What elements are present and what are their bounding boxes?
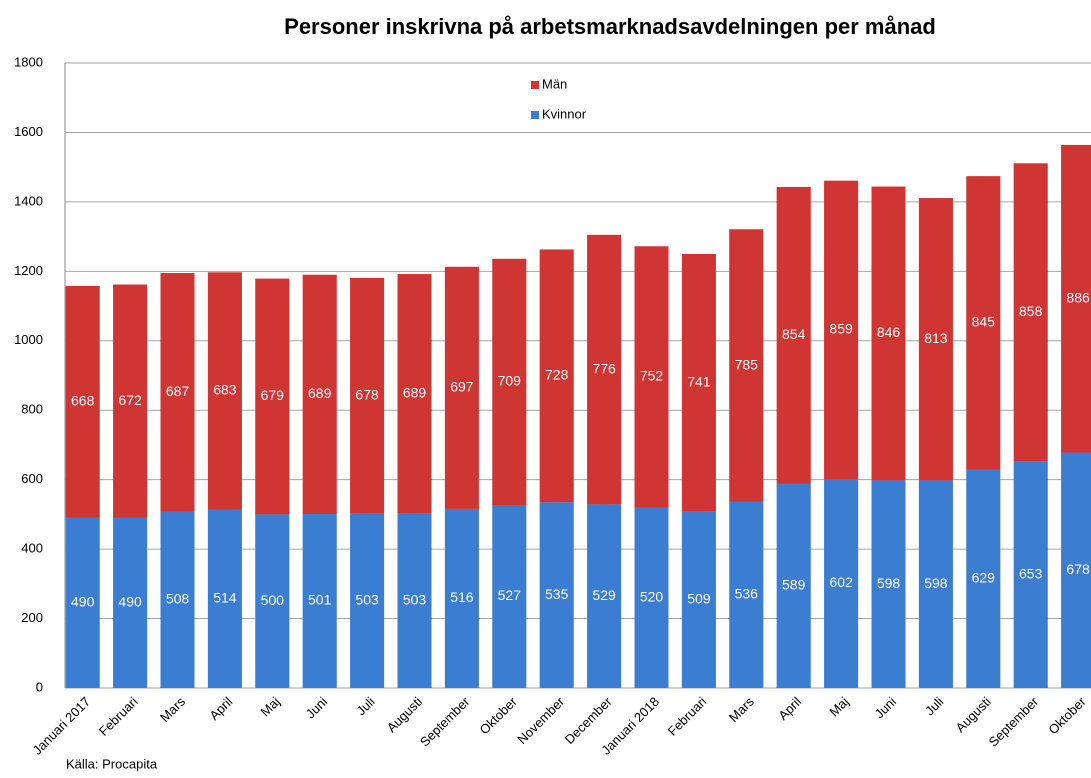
x-tick-label: Juli bbox=[922, 694, 946, 718]
data-label: 490 bbox=[71, 594, 95, 610]
x-tick-label: September bbox=[417, 693, 473, 749]
data-label: 520 bbox=[640, 588, 664, 604]
y-tick-label: 1800 bbox=[14, 54, 43, 69]
data-label: 728 bbox=[545, 367, 569, 383]
data-label: 752 bbox=[640, 368, 664, 384]
x-tick-label: Oktober bbox=[1045, 693, 1089, 737]
y-tick-label: 1400 bbox=[14, 193, 43, 208]
data-label: 689 bbox=[308, 385, 332, 401]
chart-title: Personer inskrivna på arbetsmarknadsavde… bbox=[284, 14, 936, 39]
data-label: 776 bbox=[592, 360, 616, 376]
x-tick-label: April bbox=[775, 694, 804, 723]
data-label: 854 bbox=[782, 326, 806, 342]
x-tick-label: Mars bbox=[157, 694, 188, 725]
x-tick-label: Februari bbox=[665, 694, 710, 739]
y-tick-label: 800 bbox=[21, 402, 43, 417]
x-tick-label: Mars bbox=[726, 694, 757, 725]
x-tick-label: April bbox=[206, 694, 235, 723]
y-tick-label: 0 bbox=[36, 679, 43, 694]
data-label: 683 bbox=[213, 382, 237, 398]
data-label: 589 bbox=[782, 576, 806, 592]
y-tick-label: 600 bbox=[21, 471, 43, 486]
x-tick-label: Augusti bbox=[953, 694, 994, 735]
data-label: 886 bbox=[1066, 289, 1090, 305]
data-label: 602 bbox=[829, 574, 853, 590]
data-label: 813 bbox=[924, 330, 948, 346]
data-label: 846 bbox=[877, 324, 901, 340]
x-tick-label: Juni bbox=[872, 694, 900, 722]
x-tick-label: Februari bbox=[96, 694, 141, 739]
y-tick-label: 400 bbox=[21, 541, 43, 556]
data-label: 678 bbox=[1066, 561, 1090, 577]
legend-swatch bbox=[531, 111, 539, 119]
x-tick-label: Januari 2017 bbox=[29, 694, 93, 758]
data-label: 516 bbox=[450, 589, 474, 605]
data-label: 678 bbox=[355, 386, 379, 402]
data-label: 500 bbox=[261, 592, 285, 608]
legend-label: Kvinnor bbox=[542, 106, 587, 121]
data-label: 490 bbox=[118, 594, 142, 610]
x-tick-label: November bbox=[514, 693, 567, 746]
data-label: 503 bbox=[355, 591, 379, 607]
x-tick-label: Maj bbox=[826, 694, 851, 719]
data-label: 598 bbox=[877, 575, 901, 591]
x-tick-label: Oktober bbox=[477, 693, 521, 737]
data-label: 741 bbox=[687, 373, 711, 389]
data-label: 785 bbox=[735, 356, 759, 372]
x-tick-label: September bbox=[986, 693, 1042, 749]
data-label: 668 bbox=[71, 393, 95, 409]
legend-label: Män bbox=[542, 76, 567, 91]
data-label: 689 bbox=[403, 384, 427, 400]
data-label: 859 bbox=[829, 321, 853, 337]
data-label: 514 bbox=[213, 589, 237, 605]
data-label: 598 bbox=[924, 575, 948, 591]
data-label: 508 bbox=[166, 591, 190, 607]
data-label: 501 bbox=[308, 592, 332, 608]
y-tick-label: 200 bbox=[21, 610, 43, 625]
data-label: 845 bbox=[972, 314, 996, 330]
data-label: 858 bbox=[1019, 303, 1043, 319]
data-label: 697 bbox=[450, 379, 474, 395]
x-tick-label: Augusti bbox=[384, 694, 425, 735]
data-label: 629 bbox=[972, 570, 996, 586]
y-tick-label: 1000 bbox=[14, 332, 43, 347]
data-label: 672 bbox=[118, 392, 142, 408]
data-label: 529 bbox=[592, 587, 616, 603]
data-label: 503 bbox=[403, 591, 427, 607]
y-tick-label: 1200 bbox=[14, 263, 43, 278]
x-tick-label: Maj bbox=[257, 694, 282, 719]
data-label: 527 bbox=[498, 587, 522, 603]
source-note: Källa: Procapita bbox=[66, 756, 158, 771]
data-label: 653 bbox=[1019, 565, 1043, 581]
x-tick-label: Juli bbox=[353, 694, 377, 718]
data-label: 509 bbox=[687, 590, 711, 606]
data-label: 679 bbox=[261, 387, 285, 403]
data-label: 687 bbox=[166, 383, 190, 399]
data-label: 535 bbox=[545, 586, 569, 602]
legend-swatch bbox=[531, 81, 539, 89]
x-tick-label: Juni bbox=[303, 694, 331, 722]
y-tick-label: 1600 bbox=[14, 124, 43, 139]
data-label: 709 bbox=[498, 373, 522, 389]
data-label: 536 bbox=[735, 586, 759, 602]
